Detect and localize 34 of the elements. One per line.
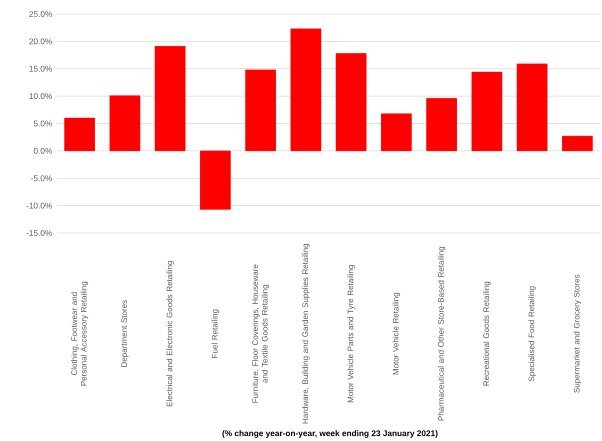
x-tick-label: Specialised Food Retailing bbox=[528, 286, 536, 382]
x-tick-label: Motor Vehicle Retailing bbox=[392, 292, 400, 374]
y-tick-label: 0.0% bbox=[34, 148, 52, 154]
y-tick-label: -5.0% bbox=[31, 175, 52, 182]
y-tick-label: 15.0% bbox=[29, 66, 52, 72]
bar bbox=[200, 150, 231, 210]
bar bbox=[381, 113, 412, 152]
x-axis-title: (% change year-on-year, week ending 23 January 2021) bbox=[222, 430, 438, 438]
x-tick-label: Electrical and Electronic Goods Retailing bbox=[166, 261, 174, 406]
bar bbox=[290, 28, 322, 152]
x-tick-label: Clothing, Footwear and Personal Accessory Retailing bbox=[71, 282, 88, 386]
bar bbox=[245, 70, 276, 152]
x-tick-label: Recreational Goods Retailing bbox=[483, 282, 491, 386]
bar bbox=[472, 72, 502, 152]
x-tick-label: Hardware, Building and Garden Supplies Retailing bbox=[302, 244, 310, 424]
x-tick-label: Furniture, Floor Coverings, Houseware and Textile Goods Retailing bbox=[252, 264, 270, 403]
x-tick-label: Supermarket and Grocery Stores bbox=[574, 274, 582, 393]
y-tick-label: 25.0% bbox=[29, 11, 52, 17]
y-tick-label: 10.0% bbox=[29, 93, 52, 100]
x-tick-label: Department Stores bbox=[121, 300, 128, 367]
x-tick-label: Fuel Retailing bbox=[212, 310, 220, 358]
y-tick-label: -15.0% bbox=[26, 230, 52, 236]
y-tick-label: 20.0% bbox=[29, 38, 52, 44]
bar bbox=[562, 136, 593, 152]
y-tick-label: -10.0% bbox=[26, 202, 52, 209]
x-tick-label: Motor Vehicle Parts and Tyre Retailing bbox=[347, 265, 355, 402]
bar bbox=[154, 46, 186, 152]
bar bbox=[336, 53, 366, 152]
bar bbox=[110, 95, 140, 152]
bar bbox=[516, 64, 548, 152]
y-tick-label: 5.0% bbox=[34, 120, 52, 126]
x-tick-label: Pharmaceutical and Other Store-Based Retailing bbox=[438, 246, 446, 420]
bar bbox=[64, 118, 95, 152]
bar bbox=[426, 98, 457, 152]
